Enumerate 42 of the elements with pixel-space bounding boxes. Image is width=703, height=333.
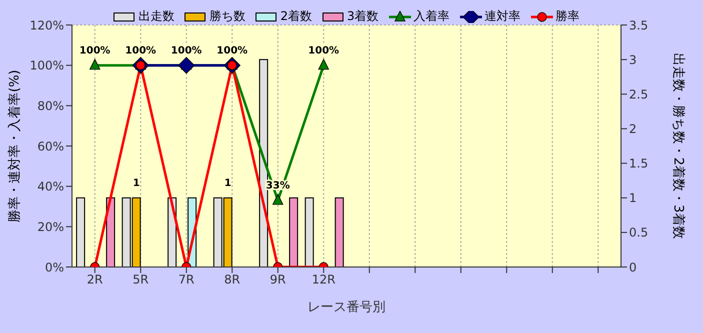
x-axis-title: レース番号別 (308, 300, 386, 315)
data-label: 100% (216, 45, 248, 56)
y-tick-label: 40% (37, 180, 64, 194)
y2-tick-label: 3 (629, 52, 637, 67)
y2-tick-label: 2 (629, 122, 637, 136)
point (318, 58, 329, 70)
y-tick-label: 100% (30, 58, 64, 73)
y2-tick-label: 2.5 (629, 87, 648, 102)
legend-label: 2着数 (279, 8, 312, 25)
y-tick-label: 0% (44, 260, 64, 274)
data-label: 100% (170, 45, 202, 56)
point (90, 58, 100, 70)
y2-tick-label: 0 (629, 260, 637, 274)
x-tick-label: 7R (178, 272, 194, 287)
legend-label: 入着率 (412, 8, 450, 25)
legend-label: 勝率 (554, 8, 580, 25)
y-tick-label: 60% (37, 139, 64, 154)
legend-label: 3着数 (346, 8, 379, 25)
y-tick-label: 20% (37, 220, 64, 234)
legend-label: 勝ち数 (208, 8, 246, 25)
data-label: 1 (132, 178, 140, 189)
x-tick-label: 8R (224, 272, 240, 287)
x-tick-label: 5R (132, 272, 149, 287)
point (272, 194, 284, 205)
data-label: 100% (308, 45, 340, 56)
y2-axis-title: 出走数・勝ち数・2着数・3着数 (670, 53, 686, 239)
y2-tick-label: 0.5 (629, 226, 648, 240)
data-label: 1 (224, 178, 232, 189)
y2-tick-label: 3.5 (629, 18, 648, 32)
y-axis-title: 勝率・連対率・入着率(%) (6, 70, 23, 222)
data-label: 100% (79, 45, 110, 56)
y-tick-label: 80% (37, 98, 64, 113)
legend-label: 出走数 (137, 8, 174, 25)
point (178, 56, 195, 74)
x-tick-label: 9R (270, 272, 286, 287)
x-tick-label: 2R (86, 272, 103, 287)
y2-tick-label: 1 (629, 191, 637, 206)
legend-label: 連対率 (484, 8, 521, 25)
data-label: 100% (125, 45, 156, 56)
y-tick-label: 120% (30, 18, 64, 32)
y2-tick-label: 1.5 (629, 156, 648, 171)
x-tick-label: 12R (312, 272, 336, 287)
